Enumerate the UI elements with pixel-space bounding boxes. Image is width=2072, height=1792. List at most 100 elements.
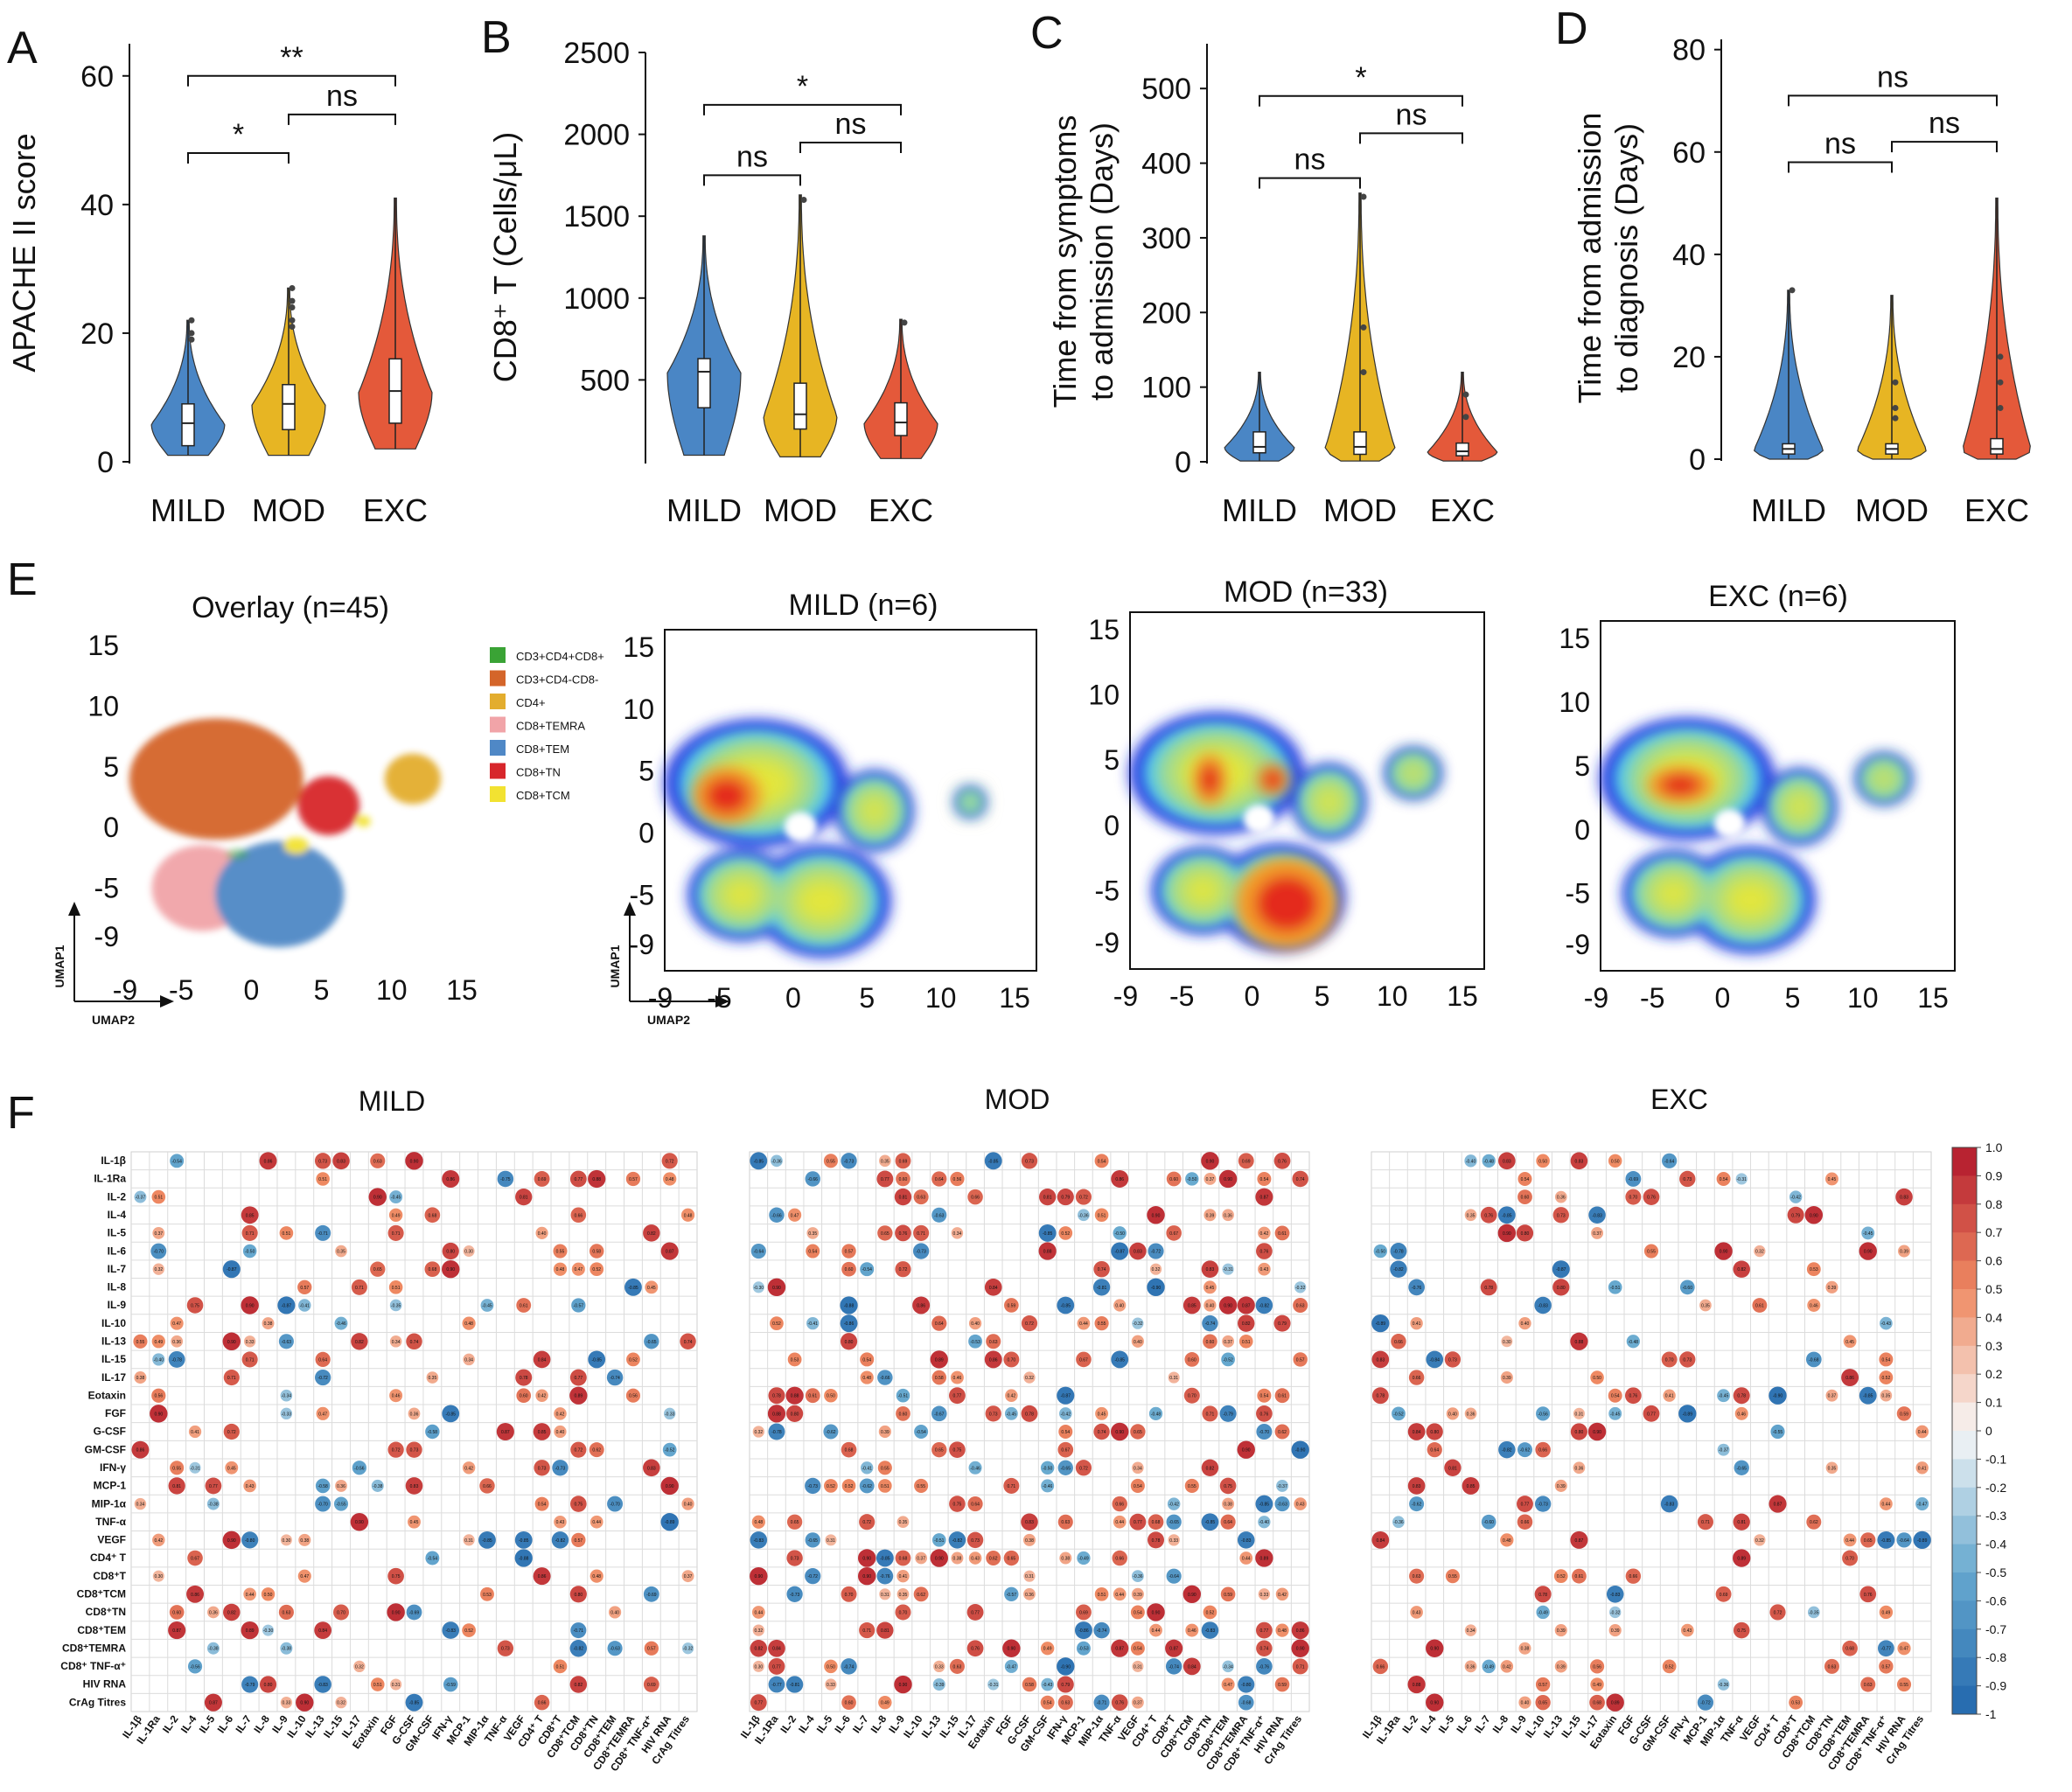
correlation-value: 0.83 — [1134, 1250, 1142, 1255]
correlation-dot — [151, 1335, 165, 1349]
correlation-value: -0.71 — [1097, 1701, 1107, 1706]
correlation-value: 0.86 — [446, 1177, 455, 1182]
correlation-dot — [1221, 1677, 1235, 1691]
correlation-dot — [387, 1441, 404, 1458]
correlation-dot — [1589, 1694, 1605, 1711]
correlation-dot — [608, 1606, 622, 1619]
correlation-dot — [554, 1407, 567, 1420]
col-label: IL-15 — [321, 1712, 345, 1740]
correlation-dot — [680, 1333, 696, 1350]
correlation-dot — [1255, 1549, 1273, 1567]
correlation-value: 0.61 — [1755, 1303, 1764, 1308]
correlation-value: 0.54 — [862, 1357, 871, 1363]
correlation-dot — [805, 1532, 820, 1548]
correlation-value: 0.54 — [1720, 1177, 1728, 1182]
row-label: CD4⁺ T — [90, 1551, 127, 1564]
correlation-dot — [1643, 1244, 1659, 1259]
correlation-value: 0.32 — [1025, 1376, 1034, 1381]
correlation-value: 0.83 — [1503, 1159, 1511, 1164]
correlation-value: -0.82 — [574, 1647, 584, 1652]
correlation-value: 0.45 — [1206, 1286, 1215, 1291]
correlation-value: -0.83 — [1664, 1503, 1675, 1508]
y-axis-label: APACHE II score — [6, 133, 42, 372]
correlation-dot — [278, 1334, 294, 1349]
row-label: G-CSF — [94, 1426, 126, 1438]
row-label: VEGF — [97, 1534, 126, 1546]
correlation-dot — [1148, 1531, 1165, 1549]
correlation-dot — [1841, 1369, 1859, 1387]
correlation-dot — [351, 1279, 367, 1295]
correlation-dot — [1057, 1676, 1074, 1693]
correlation-value: -0.85 — [1205, 1520, 1216, 1525]
correlation-value: 0.36 — [1467, 1412, 1476, 1417]
correlation-dot — [645, 1280, 659, 1294]
correlation-dot — [1662, 1659, 1677, 1674]
correlation-value: 0.87 — [1260, 1196, 1269, 1201]
correlation-dot — [1004, 1586, 1019, 1602]
correlation-dot — [588, 1169, 606, 1189]
correlation-dot — [443, 1677, 458, 1692]
correlation-dot — [389, 1299, 402, 1312]
correlation-dot — [860, 1370, 874, 1384]
correlation-dot — [497, 1640, 514, 1656]
correlation-value: -0.50 — [1115, 1231, 1126, 1237]
correlation-value: 0.47 — [574, 1267, 583, 1273]
correlation-dot — [1769, 1386, 1787, 1405]
correlation-value: -0.36 — [1078, 1213, 1089, 1218]
correlation-dot — [1293, 1352, 1308, 1367]
correlation-value: 0.90 — [1810, 1213, 1818, 1218]
correlation-dot — [1590, 1677, 1604, 1691]
colorbar-bin — [1952, 1147, 1977, 1176]
correlation-value: 0.58 — [935, 1376, 944, 1381]
colorbar-bin — [1952, 1685, 1977, 1715]
correlation-dot — [1587, 1422, 1607, 1441]
correlation-dot — [1023, 1587, 1036, 1600]
correlation-dot — [662, 1442, 677, 1457]
correlation-value: 0.32 — [1755, 1250, 1764, 1255]
correlation-dot — [750, 1243, 766, 1259]
correlation-value: 0.84 — [989, 1286, 998, 1291]
correlation-value: 0.88 — [1575, 1340, 1584, 1345]
correlation-value: 0.73 — [791, 1557, 799, 1562]
correlation-value: 0.42 — [556, 1412, 565, 1417]
correlation-dots: -0.85 -0.36 0.55 -0.73 0.35 0.69 -0.85 0.73 0.54… — [750, 1152, 1309, 1712]
correlation-dot — [896, 1569, 910, 1583]
correlation-dot — [1113, 1587, 1127, 1601]
correlation-dot — [297, 1569, 311, 1583]
correlation-value: 0.89 — [1611, 1701, 1620, 1706]
x-tick-label: MOD — [764, 492, 837, 528]
correlation-value: 0.59 — [1224, 1593, 1232, 1598]
umap2-arrowhead — [715, 995, 729, 1008]
correlation-value: 0.74 — [1296, 1177, 1305, 1182]
colorbar-label: 0.7 — [1985, 1225, 2003, 1239]
correlation-value: 0.89 — [1260, 1557, 1269, 1562]
correlation-dot — [1256, 1423, 1273, 1440]
correlation-dot — [1880, 1497, 1893, 1510]
correlation-value: -0.88 — [844, 1303, 855, 1308]
correlation-value: 0.54 — [1611, 1394, 1620, 1399]
x-tick-label: 10 — [925, 982, 957, 1014]
correlation-value: -0.38 — [208, 1503, 219, 1508]
correlation-value: -0.58 — [428, 1430, 438, 1435]
correlation-value: 0.90 — [300, 1701, 309, 1706]
correlation-value: 0.36 — [1557, 1196, 1566, 1201]
correlation-dot — [553, 1262, 568, 1276]
y-tick-label: -9 — [630, 929, 654, 960]
correlation-value: 0.43 — [1260, 1267, 1269, 1273]
correlation-dot — [1075, 1460, 1092, 1476]
correlation-value: 0.32 — [154, 1267, 163, 1273]
correlation-dot — [841, 1658, 857, 1675]
correlation-dot — [1734, 1406, 1748, 1420]
box — [793, 382, 807, 430]
correlation-value: 0.80 — [1575, 1430, 1584, 1435]
correlation-value: 0.69 — [1242, 1159, 1251, 1164]
y-tick-label: -9 — [1095, 927, 1120, 959]
correlation-value: -0.76 — [1412, 1286, 1422, 1291]
correlation-dot — [1754, 1534, 1766, 1546]
correlation-dot — [1220, 1586, 1236, 1602]
correlation-value: 0.43 — [556, 1520, 565, 1525]
correlation-value: -0.36 — [1133, 1574, 1143, 1579]
correlation-dot — [463, 1245, 475, 1258]
correlation-dot — [1535, 1441, 1551, 1458]
